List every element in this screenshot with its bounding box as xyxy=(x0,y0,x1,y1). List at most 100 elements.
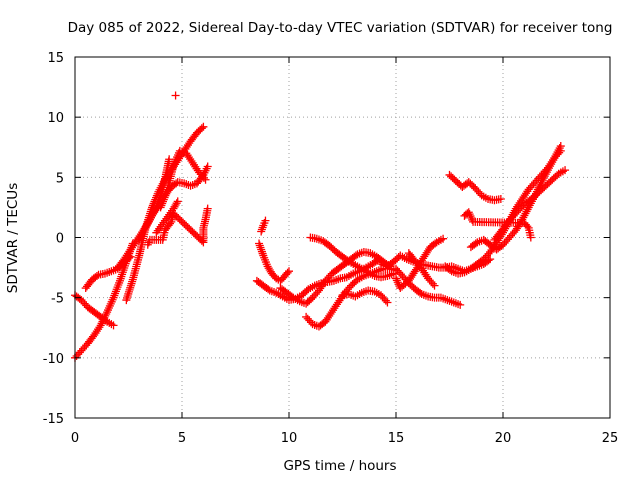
data-point xyxy=(465,210,474,219)
data-point xyxy=(351,251,360,260)
data-point xyxy=(257,227,266,236)
data-point xyxy=(162,214,171,223)
data-point xyxy=(158,199,167,208)
data-point xyxy=(143,219,152,228)
data-point xyxy=(521,209,530,218)
data-point xyxy=(165,155,174,164)
data-point xyxy=(199,173,208,182)
data-point xyxy=(140,225,149,234)
data-point xyxy=(141,223,150,232)
data-point xyxy=(160,216,169,225)
data-point xyxy=(545,164,554,173)
series-arc-02 xyxy=(71,291,118,330)
data-point xyxy=(145,215,154,224)
data-point xyxy=(542,168,551,177)
y-tick-label: -5 xyxy=(51,292,64,307)
series-arc-06 xyxy=(135,162,212,244)
series-arc-20 xyxy=(392,234,448,293)
series-arc-15 xyxy=(306,233,398,282)
data-point xyxy=(156,183,165,192)
data-point xyxy=(172,199,181,208)
data-point xyxy=(152,193,161,202)
data-point xyxy=(203,204,212,213)
data-point xyxy=(151,195,160,204)
y-tick-label: 10 xyxy=(47,111,64,126)
axis-ticks xyxy=(74,56,611,419)
data-point xyxy=(159,218,168,227)
y-tick-label: 15 xyxy=(47,51,64,66)
data-point xyxy=(496,194,505,203)
data-point xyxy=(522,207,531,216)
x-tick-label: 15 xyxy=(388,431,405,446)
data-point xyxy=(541,170,550,179)
data-point xyxy=(158,220,167,229)
x-axis-label: GPS time / hours xyxy=(283,458,396,474)
data-point xyxy=(157,201,166,210)
data-point xyxy=(155,224,164,233)
data-point xyxy=(471,239,480,248)
data-point xyxy=(526,233,535,242)
data-point xyxy=(138,229,147,238)
series-arc-25 xyxy=(460,208,535,242)
data-point xyxy=(256,243,265,252)
data-point xyxy=(92,272,101,281)
data-point xyxy=(539,174,548,183)
data-point xyxy=(257,245,266,254)
data-point xyxy=(523,222,532,231)
data-point xyxy=(548,158,557,167)
data-point xyxy=(264,285,273,294)
data-point xyxy=(383,298,392,307)
data-point xyxy=(258,223,267,232)
data-point xyxy=(556,146,565,155)
data-point xyxy=(203,162,212,171)
data-point xyxy=(547,160,556,169)
data-point xyxy=(537,178,546,187)
data-point xyxy=(392,274,400,283)
data-point xyxy=(173,197,182,206)
data-point xyxy=(540,172,549,181)
data-point xyxy=(163,212,172,221)
data-point xyxy=(393,278,402,287)
y-tick-label: -10 xyxy=(43,352,64,367)
data-point xyxy=(161,191,170,200)
y-tick-label: 5 xyxy=(56,171,64,186)
data-point xyxy=(456,300,465,309)
series-arc-21 xyxy=(445,170,505,205)
data-point xyxy=(546,162,555,171)
x-tick-label: 10 xyxy=(281,431,298,446)
data-point xyxy=(428,279,437,288)
data-point xyxy=(153,189,162,198)
data-point xyxy=(392,276,401,285)
data-point xyxy=(197,124,206,133)
series-arc-16 xyxy=(338,286,392,307)
series-arc-09 xyxy=(143,204,212,249)
data-point xyxy=(446,265,455,274)
series-arc-07 xyxy=(156,146,210,212)
y-tick-label: -15 xyxy=(43,412,64,427)
data-point xyxy=(142,221,151,230)
data-point xyxy=(96,321,105,330)
series-arc-10 xyxy=(255,239,293,285)
x-tick-label: 5 xyxy=(178,431,186,446)
data-point xyxy=(416,288,425,297)
data-point xyxy=(144,217,153,226)
data-points xyxy=(71,91,570,362)
y-tick-label: 0 xyxy=(56,232,64,247)
data-point xyxy=(464,208,473,217)
data-point xyxy=(137,231,146,240)
data-point xyxy=(520,211,529,220)
data-point xyxy=(158,179,167,188)
data-point xyxy=(160,193,169,202)
data-point xyxy=(155,185,164,194)
data-point xyxy=(430,281,439,290)
data-point xyxy=(156,203,165,212)
data-point xyxy=(153,226,162,235)
data-point xyxy=(109,321,118,330)
data-point xyxy=(466,212,475,221)
data-point xyxy=(157,181,166,190)
x-tick-label: 20 xyxy=(495,431,512,446)
data-point xyxy=(171,91,180,100)
data-point xyxy=(102,309,111,318)
grid-lines xyxy=(75,57,610,418)
data-point xyxy=(258,249,267,258)
